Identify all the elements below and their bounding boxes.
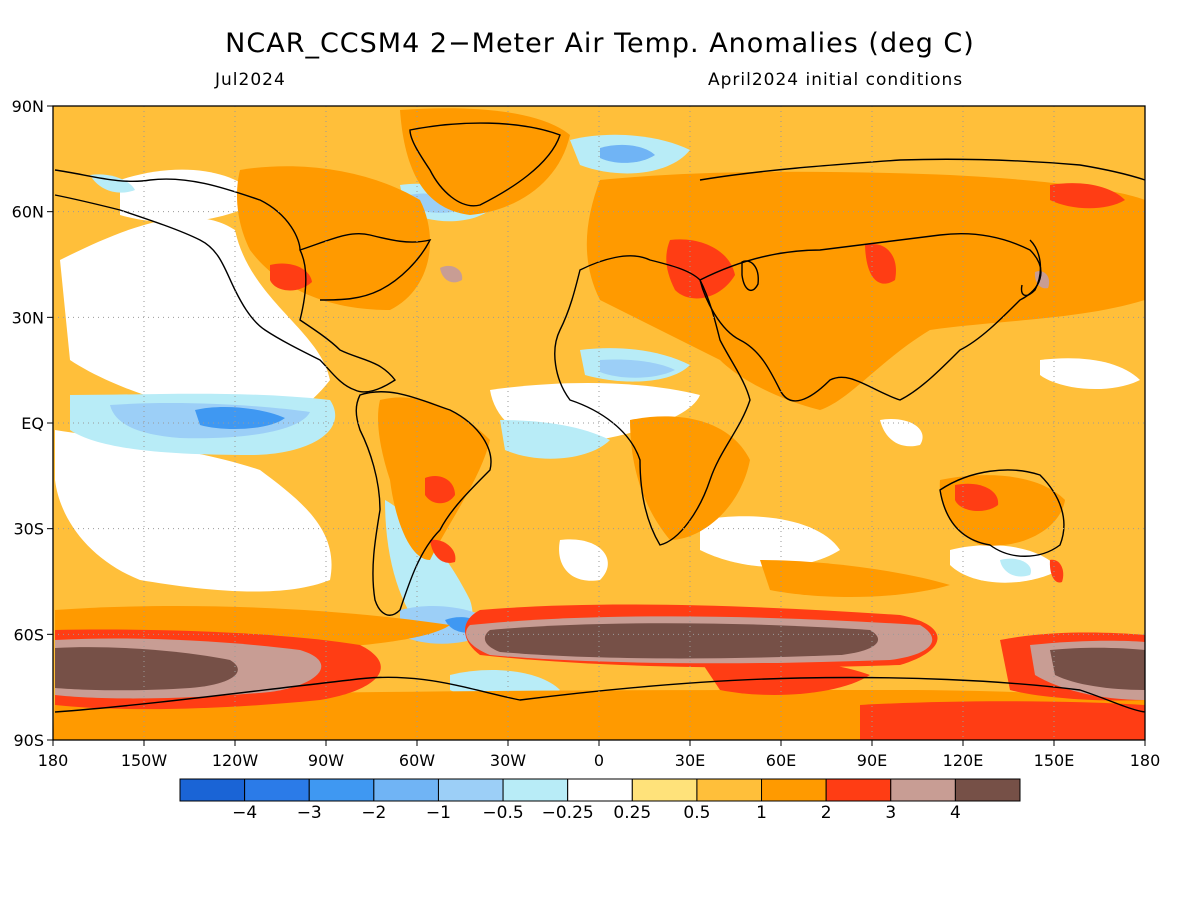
lat-label: EQ	[21, 414, 44, 433]
lon-label: 60W	[399, 751, 435, 770]
graticule	[53, 106, 1145, 740]
cool-patches	[70, 134, 1031, 704]
legend-swatch	[437, 778, 504, 802]
legend-swatch	[631, 778, 698, 802]
latitude-labels: 90N 60N 30N EQ 30S 60S 90S	[12, 97, 53, 750]
lon-label: 90W	[308, 751, 344, 770]
lon-label: 30W	[490, 751, 526, 770]
legend-label: −3	[297, 803, 322, 823]
coastlines	[54, 122, 1145, 713]
legend-label: −0.5	[482, 803, 523, 823]
lon-label: 180	[38, 751, 69, 770]
neutral-patches	[55, 169, 1140, 730]
legend-label: 1	[756, 803, 767, 823]
lon-label: 0	[594, 751, 604, 770]
legend-swatch	[761, 778, 827, 802]
lat-label: 90N	[12, 97, 44, 116]
lat-label: 30S	[13, 520, 44, 539]
lat-label: 60N	[12, 203, 44, 222]
legend-swatch	[890, 778, 956, 802]
map-title: NCAR_CCSM4 2−Meter Air Temp. Anomalies (…	[225, 28, 975, 59]
legend-swatch	[373, 778, 439, 802]
anomaly-field	[53, 106, 1145, 740]
legend-swatch	[696, 778, 763, 802]
longitude-labels: 180 150W 120W 90W 60W 30W 0 30E 60E 90E 120E 150E 18…	[38, 740, 1161, 770]
legend-label: 4	[950, 803, 961, 823]
initial-conditions-label: April2024 initial conditions	[708, 70, 964, 90]
legend-swatch	[954, 778, 1021, 802]
color-legend: −4 −3 −2 −1 −0.5 −0.25 0.25 0.5 1 2 3 4	[179, 778, 1021, 823]
legend-label: −1	[426, 803, 451, 823]
lon-label: 150E	[1034, 751, 1075, 770]
lat-label: 60S	[13, 625, 44, 644]
lon-label: 150W	[121, 751, 168, 770]
legend-swatch	[567, 778, 633, 802]
legend-swatch	[308, 778, 375, 802]
valid-month-label: Jul2024	[215, 70, 286, 90]
legend-label: −2	[361, 803, 386, 823]
legend-swatch	[244, 778, 310, 802]
extreme-patches	[55, 623, 1145, 691]
lat-label: 90S	[13, 731, 44, 750]
legend-swatch	[502, 778, 569, 802]
legend-label: −4	[232, 803, 257, 823]
lon-label: 60E	[766, 751, 796, 770]
legend-label: 0.5	[683, 803, 710, 823]
lon-label: 120W	[212, 751, 259, 770]
lon-label: 120E	[943, 751, 984, 770]
lon-label: 30E	[675, 751, 705, 770]
lon-label: 180	[1130, 751, 1161, 770]
legend-label: 0.25	[613, 803, 651, 823]
legend-label: −0.25	[542, 803, 594, 823]
legend-swatch	[179, 778, 246, 802]
lon-label: 90E	[857, 751, 887, 770]
legend-label: 2	[821, 803, 832, 823]
legend-label: 3	[885, 803, 896, 823]
lat-label: 30N	[12, 308, 44, 327]
legend-swatch	[825, 778, 892, 802]
